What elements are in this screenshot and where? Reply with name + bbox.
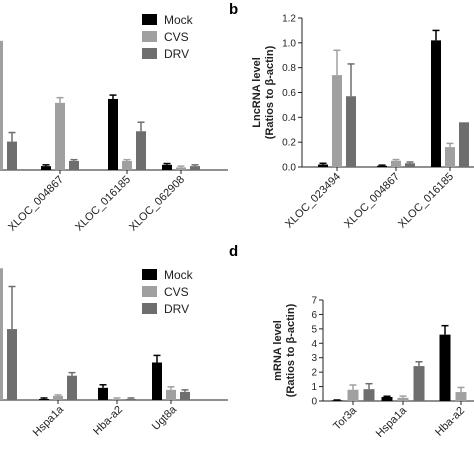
x-tick-label: XLOC_004867 — [342, 171, 402, 231]
legend-swatch-mock — [142, 269, 157, 280]
bar-mock — [108, 98, 118, 170]
y-axis-label: LncRNA level(Ratios to β-actin) — [251, 45, 276, 139]
bar-cvs — [445, 147, 455, 167]
bar-drv — [136, 131, 146, 170]
bar-drv — [7, 329, 17, 400]
panel-label-d: d — [229, 243, 238, 260]
y-tick-label: 4 — [311, 339, 317, 350]
y-tick-label: 0.0 — [282, 163, 296, 174]
legend-label-mock: Mock — [164, 268, 194, 282]
bar-cvs — [55, 102, 65, 170]
bar-cvs — [122, 160, 132, 170]
chart-panel-c: Hspa1a Hba-a2 Ugt8a Mock CVS DRV — [0, 268, 228, 439]
y-tick-label: 7 — [311, 296, 317, 307]
bar-drv — [180, 391, 190, 400]
y-axis-label-line: (Ratios to β-actin) — [285, 303, 297, 397]
x-tick-label: Tor3a — [331, 404, 360, 433]
x-tick-label: XLOC_023494 — [283, 171, 343, 231]
y-tick-label: 0.2 — [282, 138, 296, 149]
y-tick-label: 2 — [311, 368, 317, 379]
bar-cvs — [347, 389, 359, 401]
bar-mock — [152, 362, 162, 400]
bar-cvs — [112, 398, 122, 400]
y-tick-label: 0.8 — [282, 63, 296, 74]
x-tick-label: Ugt8a — [150, 403, 180, 433]
x-tick-label: Hspa1a — [31, 403, 67, 439]
bar-drv — [7, 141, 17, 170]
legend-swatch-cvs — [142, 31, 157, 42]
y-axis-label: mRNA level(Ratios to β-actin) — [272, 303, 297, 397]
bar-drv — [346, 96, 356, 167]
legend-label-mock: Mock — [164, 13, 194, 27]
y-tick-label: 0 — [311, 397, 317, 408]
bar-cvs — [176, 167, 186, 170]
y-axis-label-line: mRNA level — [272, 320, 284, 381]
x-tick-label: XLOC_004867 — [6, 174, 66, 234]
y-tick-label: 1.0 — [282, 38, 296, 49]
chart-panel-d: 0 1 2 3 4 5 6 7 mRNA level(Ratios to β-actin) Tor… — [272, 296, 474, 440]
bar-mock — [41, 166, 51, 170]
x-tick-label: Hspa1a — [374, 404, 410, 440]
bar-mock — [381, 396, 393, 401]
y-tick-label: 5 — [311, 324, 317, 335]
y-axis-label-line: LncRNA level — [251, 57, 263, 128]
legend-label-cvs: CVS — [164, 285, 189, 299]
bar-cvs — [455, 392, 467, 401]
bar-mock — [431, 40, 441, 167]
legend-swatch-cvs — [142, 286, 157, 297]
bar-drv — [459, 122, 469, 167]
bar-cvs — [0, 40, 3, 171]
legend-label-drv: DRV — [164, 47, 189, 61]
y-tick-label: 3 — [311, 353, 317, 364]
bar-drv — [126, 398, 136, 400]
bar-mock — [98, 387, 108, 400]
plots-layer: XLOC_004867 XLOC_016185XLOC_062908MockCVS… — [0, 13, 474, 440]
legend-swatch-drv — [142, 303, 157, 314]
bar-mock — [162, 164, 172, 170]
x-tick-label: XLOC_016185 — [396, 171, 456, 231]
bar-cvs — [53, 395, 63, 400]
legend-label-drv: DRV — [164, 302, 189, 316]
chart-panel-b: 0.0 0.2 0.4 0.6 0.8 1.0 1.2 LncRNA level(Ratios… — [251, 14, 474, 231]
x-tick-label: Hba-a2 — [433, 405, 467, 439]
bar-cvs — [397, 397, 409, 401]
panel-label-b: b — [229, 1, 238, 18]
bar-cvs — [391, 160, 401, 167]
x-tick-label: XLOC_062908 — [127, 174, 187, 234]
legend-swatch-drv — [142, 48, 157, 59]
legend-swatch-mock — [142, 14, 157, 25]
bar-drv — [405, 163, 415, 167]
y-tick-label: 0.6 — [282, 88, 296, 99]
bar-mock — [377, 165, 387, 167]
y-tick-label: 1 — [311, 382, 317, 393]
y-tick-label: 1.2 — [282, 14, 296, 25]
bar-mock — [39, 398, 49, 400]
bar-drv — [67, 375, 77, 400]
bar-drv — [363, 389, 375, 401]
x-tick-label: Hba-a2 — [91, 404, 125, 438]
bar-cvs — [332, 75, 342, 167]
bar-cvs — [166, 389, 176, 400]
y-axis-label-line: (Ratios to β-actin) — [264, 45, 276, 139]
bar-drv — [413, 366, 425, 401]
y-tick-label: 0.4 — [282, 113, 296, 124]
bar-cvs — [0, 268, 3, 400]
bar-drv — [190, 166, 200, 170]
y-tick-label: 6 — [311, 310, 317, 321]
bar-mock — [439, 334, 451, 401]
x-tick-label: XLOC_016185 — [73, 174, 133, 234]
bar-drv — [69, 160, 79, 170]
bar-mock — [318, 164, 328, 167]
legend-label-cvs: CVS — [164, 30, 189, 44]
